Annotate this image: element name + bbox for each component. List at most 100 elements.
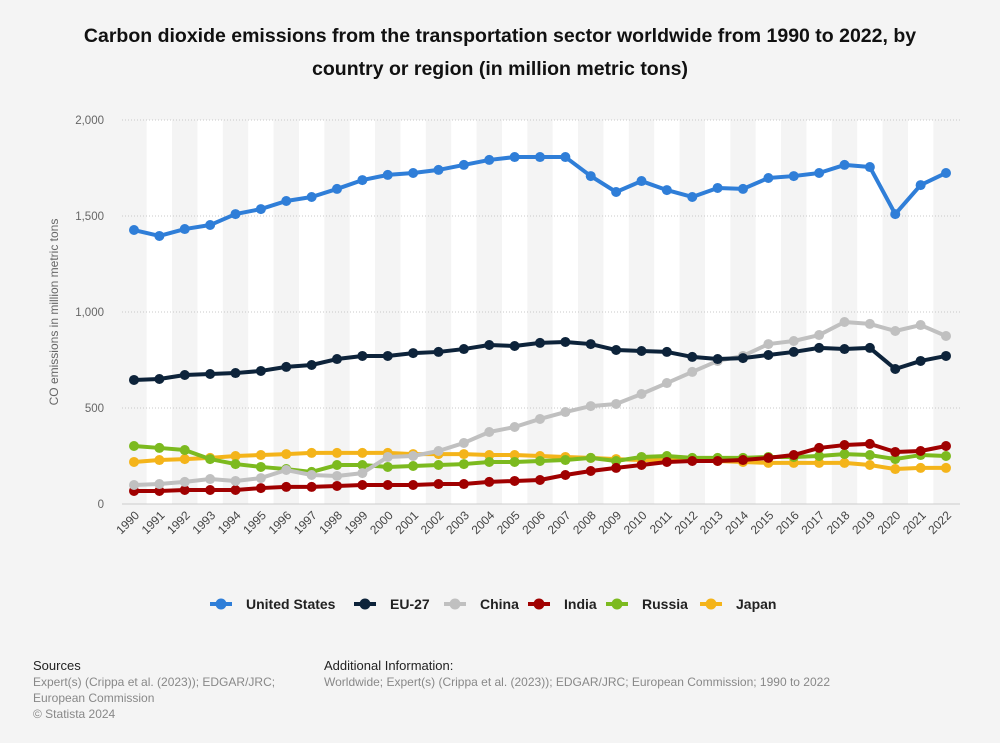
data-point xyxy=(129,456,139,467)
sources: Sources Expert(s) (Crippa et al. (2023))… xyxy=(33,658,275,722)
data-point xyxy=(281,465,292,476)
data-point xyxy=(179,224,190,235)
data-point xyxy=(332,183,342,194)
data-point xyxy=(585,339,596,350)
legend-marker xyxy=(705,598,717,610)
data-point xyxy=(687,455,698,466)
data-point xyxy=(382,169,393,180)
data-point xyxy=(230,368,241,379)
data-point xyxy=(687,351,698,362)
data-point xyxy=(357,447,368,458)
data-point xyxy=(864,318,875,329)
data-point xyxy=(179,476,190,487)
data-point xyxy=(179,484,190,495)
data-point xyxy=(661,185,672,196)
data-point xyxy=(864,438,875,449)
data-point xyxy=(205,454,216,465)
data-point xyxy=(788,335,799,346)
x-tick-label: 2011 xyxy=(647,508,675,536)
data-point xyxy=(382,451,393,462)
x-tick-label: 2008 xyxy=(570,508,599,537)
legend-label[interactable]: EU-27 xyxy=(390,596,430,612)
y-tick-label: 1,500 xyxy=(75,211,104,223)
data-point xyxy=(205,220,216,231)
data-point xyxy=(763,452,774,463)
x-tick-label: 2004 xyxy=(469,508,498,537)
legend-marker xyxy=(359,598,371,610)
data-point xyxy=(306,447,317,458)
data-point xyxy=(484,340,495,351)
x-tick-label: 1999 xyxy=(342,508,371,537)
data-point xyxy=(408,167,419,178)
data-point xyxy=(661,378,672,389)
data-point xyxy=(281,196,292,207)
x-tick-label: 2019 xyxy=(849,508,878,537)
data-point xyxy=(915,446,926,457)
data-point xyxy=(357,460,368,471)
data-point xyxy=(281,449,292,460)
y-tick-label: 2,000 xyxy=(75,115,104,127)
data-point xyxy=(154,374,165,385)
data-point xyxy=(839,449,850,460)
sources-line: Expert(s) (Crippa et al. (2023)); EDGAR/… xyxy=(33,675,276,689)
data-point xyxy=(154,442,165,453)
additional-info: Additional Information: Worldwide; Exper… xyxy=(324,658,830,690)
legend-label[interactable]: Japan xyxy=(736,596,776,612)
data-point xyxy=(255,461,266,472)
data-point xyxy=(509,475,520,486)
y-tick-label: 500 xyxy=(85,403,104,415)
data-point xyxy=(788,450,799,461)
data-point xyxy=(687,191,698,202)
x-tick-label: 2022 xyxy=(925,508,954,537)
x-tick-label: 2021 xyxy=(900,508,929,537)
data-point xyxy=(814,451,825,461)
legend-label[interactable]: India xyxy=(564,596,597,612)
data-point xyxy=(611,455,622,466)
data-point xyxy=(154,485,165,496)
data-point xyxy=(763,172,774,183)
data-point xyxy=(941,167,951,178)
data-point xyxy=(890,464,901,475)
x-tick-label: 1994 xyxy=(215,508,244,537)
legend-label[interactable]: Russia xyxy=(642,596,688,612)
data-point xyxy=(129,225,139,236)
data-point xyxy=(382,479,393,490)
data-point xyxy=(814,167,825,178)
column-band xyxy=(704,120,731,504)
x-tick-label: 2012 xyxy=(672,508,701,537)
data-point xyxy=(839,159,850,170)
data-point xyxy=(839,440,850,451)
data-point xyxy=(915,462,926,473)
data-point xyxy=(890,446,901,457)
x-tick-label: 1991 xyxy=(139,508,168,537)
data-point xyxy=(357,479,368,490)
data-point xyxy=(611,462,622,473)
column-band xyxy=(603,120,629,504)
data-point xyxy=(585,452,596,463)
data-point xyxy=(230,484,241,495)
legend-marker xyxy=(215,598,227,610)
legend-label[interactable]: United States xyxy=(246,596,336,612)
column-band xyxy=(197,120,223,504)
x-tick-label: 2000 xyxy=(367,508,396,537)
data-point xyxy=(915,355,926,366)
data-point xyxy=(941,451,951,461)
data-point xyxy=(763,339,774,350)
data-point xyxy=(941,441,951,452)
data-point xyxy=(382,461,393,472)
info-text: Worldwide; Expert(s) (Crippa et al. (202… xyxy=(324,675,830,689)
legend-label[interactable]: China xyxy=(480,596,519,612)
x-tick-label: 2009 xyxy=(595,508,624,537)
data-point xyxy=(535,475,545,485)
x-tick-label: 2007 xyxy=(545,508,574,537)
data-point xyxy=(458,479,469,490)
data-point xyxy=(864,460,875,471)
data-point xyxy=(154,230,165,241)
data-point xyxy=(864,162,875,173)
data-point xyxy=(890,326,901,337)
data-point xyxy=(814,457,825,468)
x-tick-label: 1997 xyxy=(291,508,320,537)
data-point xyxy=(560,336,571,347)
data-point xyxy=(129,374,139,385)
